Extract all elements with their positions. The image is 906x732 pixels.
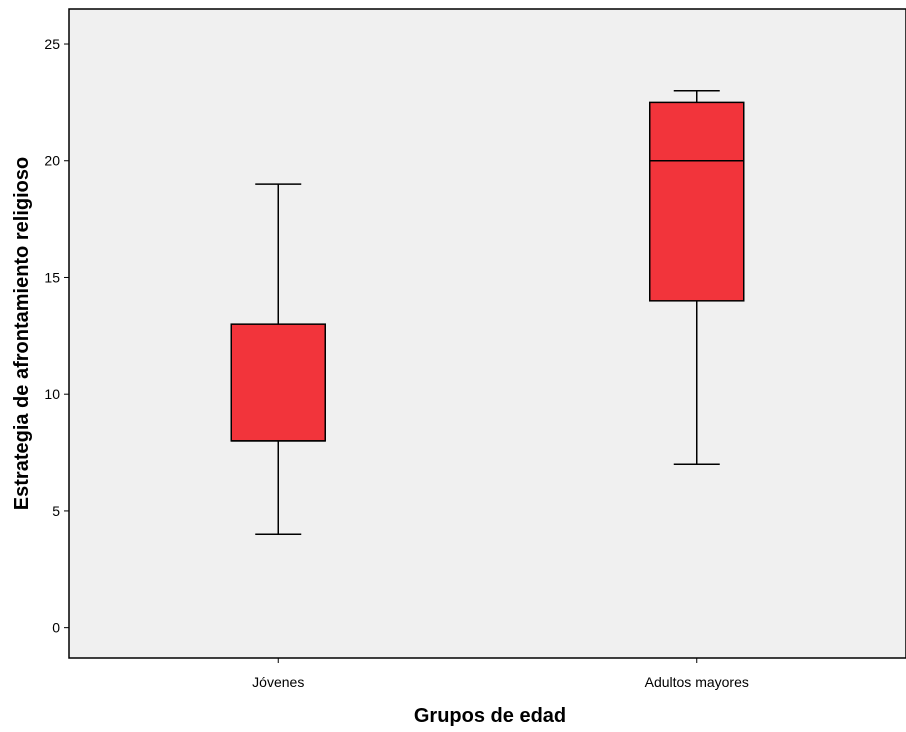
y-axis: 0 5 10 15 20 25 (44, 36, 69, 636)
x-axis: Jóvenes Adultos mayores (252, 658, 749, 690)
box-group (649, 89, 745, 465)
boxes (230, 89, 745, 536)
y-axis-title: Estrategia de afrontamiento religioso (11, 157, 33, 510)
x-tick-label: Adultos mayores (645, 674, 749, 690)
y-tick-label: 10 (44, 386, 60, 402)
x-axis-title: Grupos de edad (414, 705, 566, 727)
box-group (230, 183, 326, 536)
y-tick-label: 20 (44, 153, 60, 169)
y-tick-label: 15 (44, 269, 60, 285)
iqr-box (649, 101, 745, 302)
iqr-box (230, 323, 326, 442)
y-tick-label: 5 (52, 503, 60, 519)
plot-area (68, 8, 906, 659)
y-tick-label: 0 (52, 620, 60, 636)
y-tick-label: 25 (44, 36, 60, 52)
x-tick-label: Jóvenes (252, 674, 304, 690)
